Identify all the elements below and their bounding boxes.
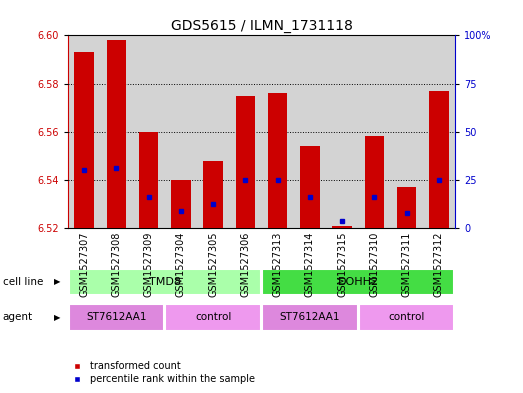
Bar <box>197 35 229 228</box>
Bar <box>203 160 223 228</box>
Text: GSM1527312: GSM1527312 <box>434 232 444 298</box>
Text: agent: agent <box>3 312 33 322</box>
Bar <box>69 304 164 331</box>
Bar <box>262 304 358 331</box>
Text: control: control <box>195 312 231 322</box>
Bar <box>300 146 320 228</box>
Bar <box>132 35 165 228</box>
Text: GSM1527308: GSM1527308 <box>111 232 121 297</box>
Bar <box>68 35 100 228</box>
Bar <box>262 269 454 295</box>
Bar <box>262 35 294 228</box>
Bar <box>268 93 287 228</box>
Text: GSM1527315: GSM1527315 <box>337 232 347 298</box>
Legend: transformed count, percentile rank within the sample: transformed count, percentile rank withi… <box>67 361 255 384</box>
Bar <box>165 35 197 228</box>
Text: GSM1527313: GSM1527313 <box>272 232 282 297</box>
Title: GDS5615 / ILMN_1731118: GDS5615 / ILMN_1731118 <box>170 19 353 33</box>
Bar <box>358 35 391 228</box>
Text: GSM1527306: GSM1527306 <box>241 232 251 297</box>
Text: GSM1527304: GSM1527304 <box>176 232 186 297</box>
Bar <box>171 180 190 228</box>
Bar <box>333 226 352 228</box>
Text: GSM1527311: GSM1527311 <box>402 232 412 297</box>
Bar <box>397 187 416 228</box>
Text: GSM1527310: GSM1527310 <box>369 232 379 297</box>
Bar <box>100 35 132 228</box>
Text: GSM1527309: GSM1527309 <box>144 232 154 297</box>
Text: ST7612AA1: ST7612AA1 <box>86 312 146 322</box>
Text: control: control <box>389 312 425 322</box>
Text: DOHH2: DOHH2 <box>338 277 379 287</box>
Text: GSM1527307: GSM1527307 <box>79 232 89 298</box>
Bar <box>236 95 255 228</box>
Text: TMD8: TMD8 <box>149 277 181 287</box>
Text: ▶: ▶ <box>54 277 61 286</box>
Bar <box>107 40 126 228</box>
Bar <box>69 269 261 295</box>
Text: ST7612AA1: ST7612AA1 <box>280 312 340 322</box>
Text: cell line: cell line <box>3 277 43 287</box>
Bar <box>139 132 158 228</box>
Bar <box>365 136 384 228</box>
Bar <box>165 304 261 331</box>
Bar <box>294 35 326 228</box>
Bar <box>326 35 358 228</box>
Text: GSM1527305: GSM1527305 <box>208 232 218 298</box>
Bar <box>359 304 454 331</box>
Bar <box>423 35 455 228</box>
Bar <box>74 52 94 228</box>
Text: ▶: ▶ <box>54 313 61 322</box>
Bar <box>391 35 423 228</box>
Text: GSM1527314: GSM1527314 <box>305 232 315 297</box>
Bar <box>429 91 449 228</box>
Bar <box>229 35 262 228</box>
